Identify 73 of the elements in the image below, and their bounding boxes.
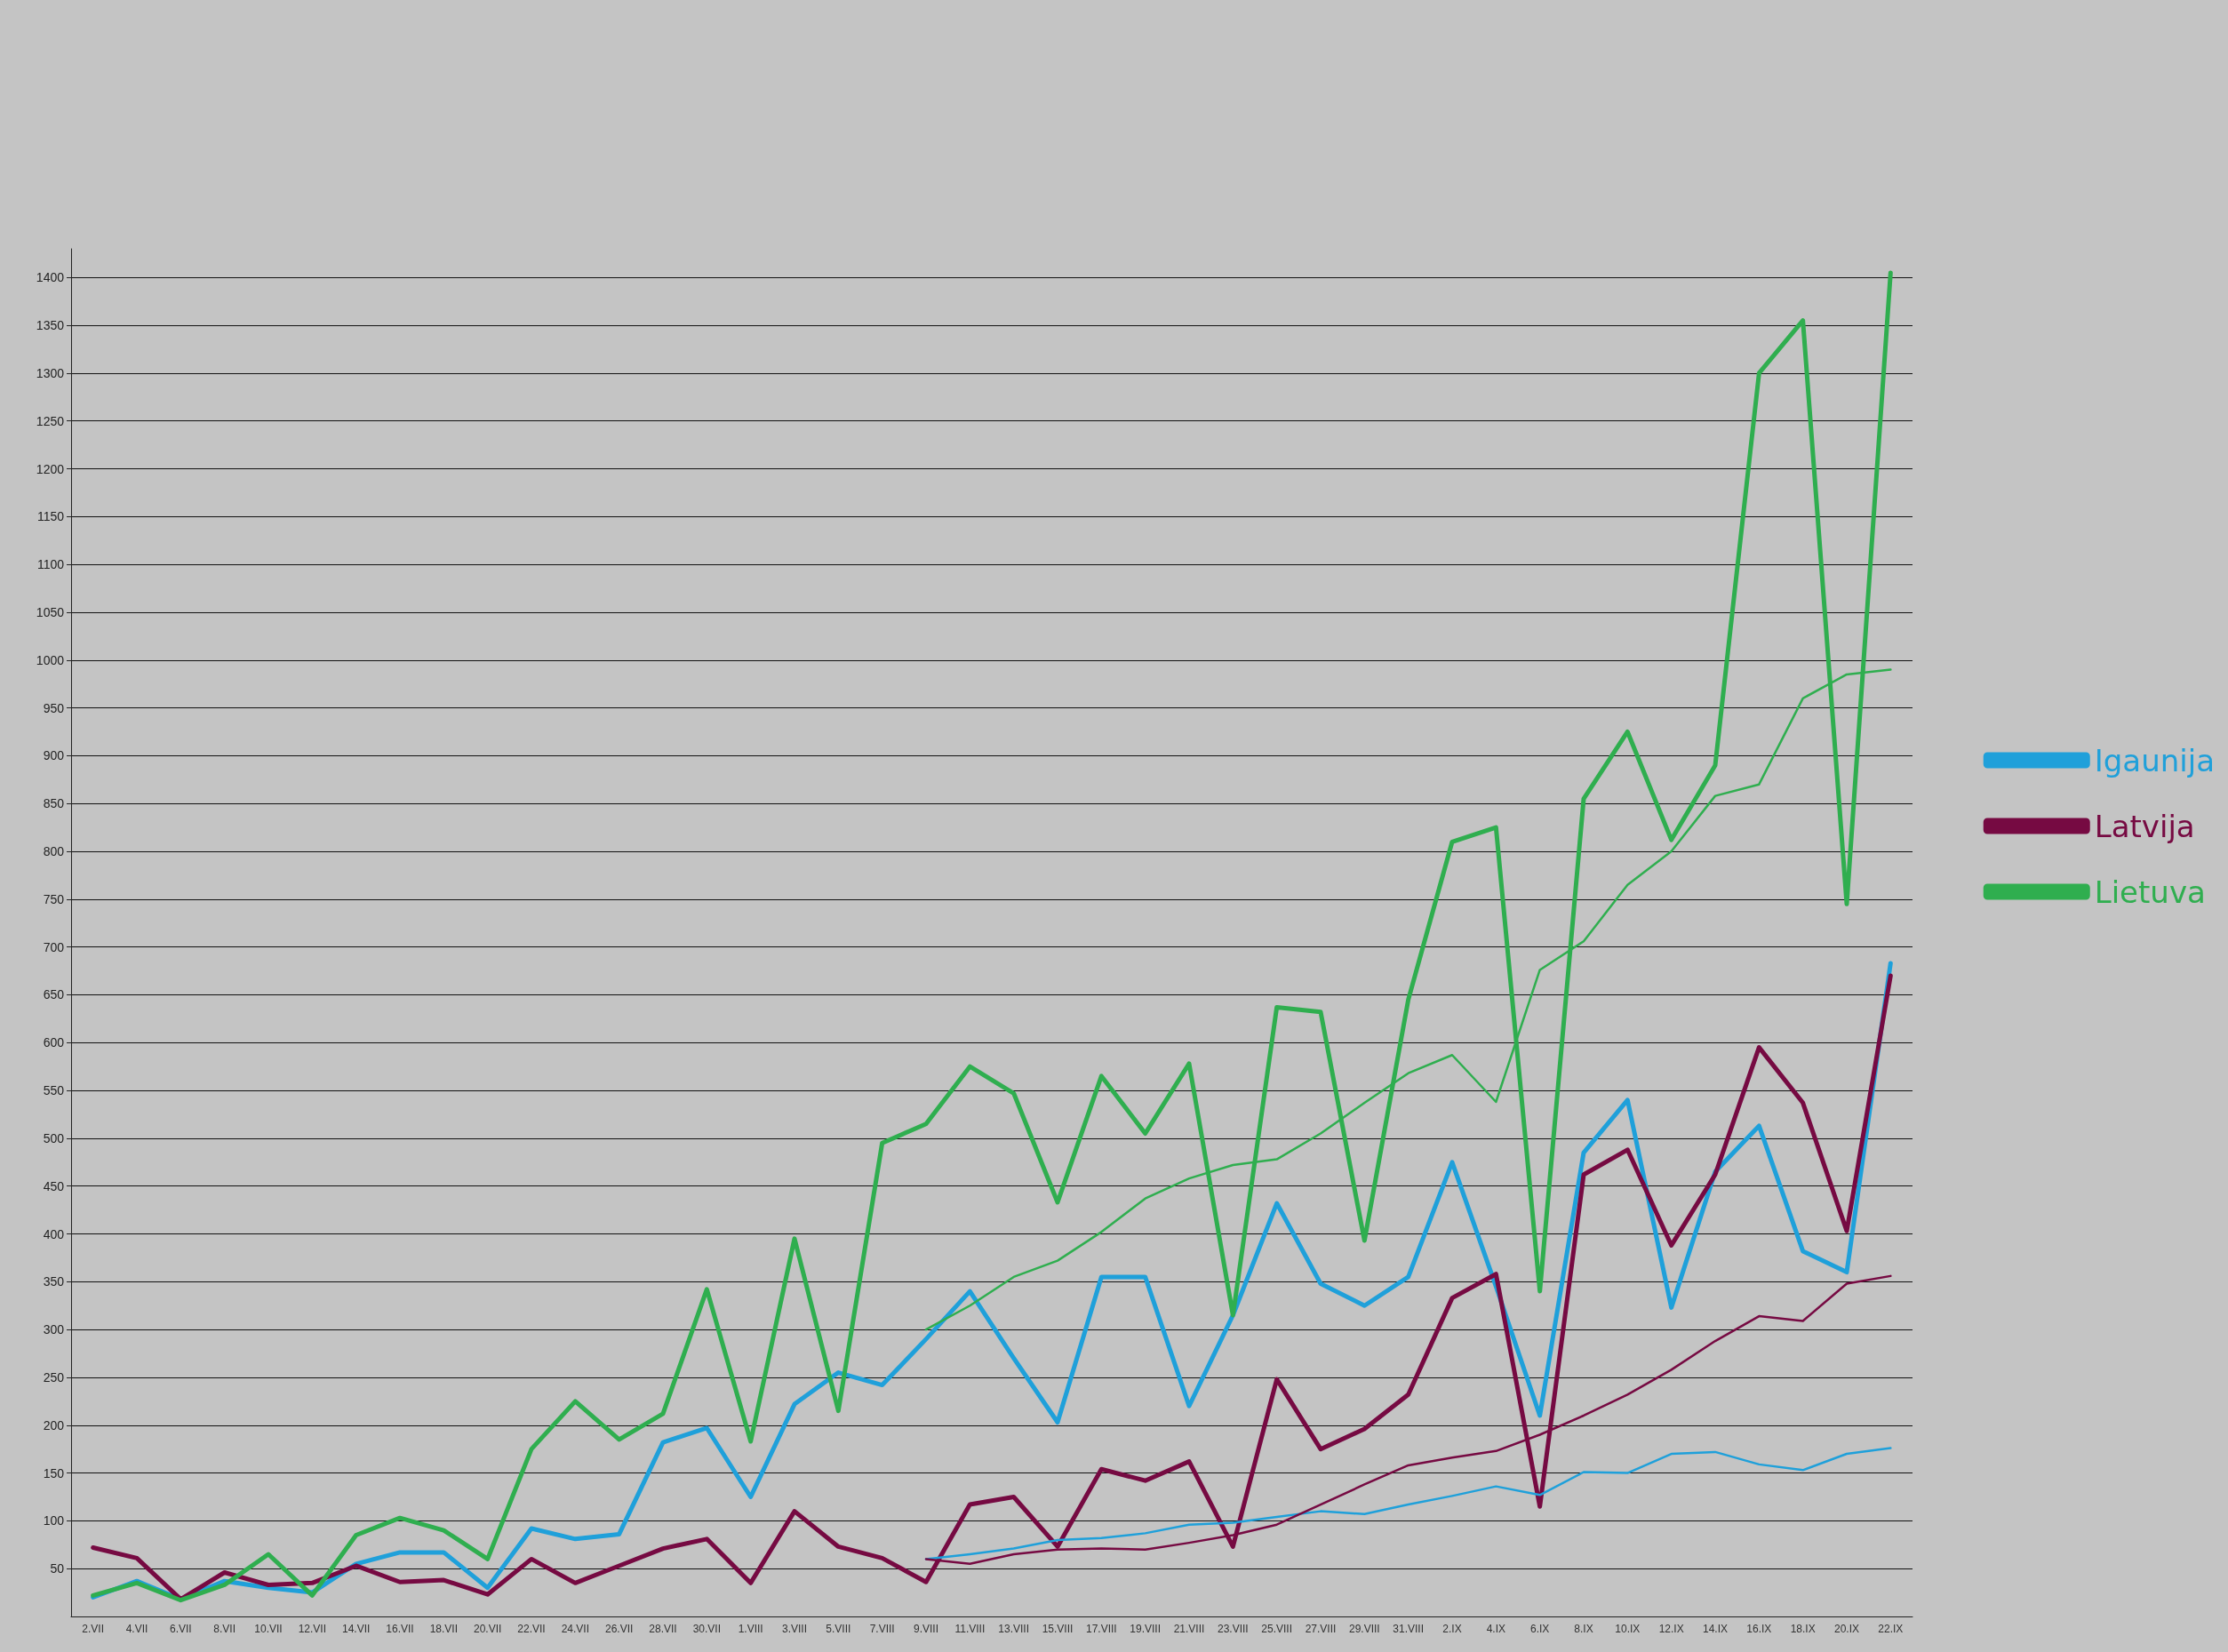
y-tick-label: 700 (43, 939, 65, 954)
x-tick-label: 8.IX (1574, 1623, 1593, 1635)
x-tick-label: 2.IX (1442, 1623, 1462, 1635)
x-tick-label: 14.IX (1702, 1623, 1729, 1635)
x-tick-label: 19.VIII (1130, 1623, 1162, 1635)
y-tick-label: 850 (43, 796, 65, 811)
x-tick-label: 20.IX (1833, 1623, 1860, 1635)
x-tick-label: 4.VII (125, 1623, 148, 1635)
y-tick-label: 150 (43, 1465, 65, 1480)
y-tick-label: 1400 (36, 270, 65, 285)
y-tick-label: 950 (43, 700, 65, 715)
y-tick-label: 200 (43, 1417, 65, 1433)
x-tick-label: 18.IX (1790, 1623, 1816, 1635)
y-tick-label: 1200 (36, 461, 65, 476)
y-tick-label: 500 (43, 1130, 65, 1145)
y-tick-label: 50 (50, 1561, 65, 1576)
x-tick-label: 30.VII (692, 1623, 722, 1635)
y-tick-label: 100 (43, 1513, 65, 1528)
x-tick-label: 4.IX (1486, 1623, 1506, 1635)
legend-label: Latvija (2094, 808, 2195, 844)
x-tick-label: 12.IX (1658, 1623, 1684, 1635)
x-tick-label: 8.VII (213, 1623, 236, 1635)
x-tick-label: 1.VIII (738, 1623, 763, 1635)
y-tick-label: 350 (43, 1274, 65, 1289)
y-tick-label: 750 (43, 891, 65, 906)
x-tick-label: 28.VII (649, 1623, 677, 1635)
x-tick-label: 23.VIII (1217, 1623, 1249, 1635)
y-tick-label: 1100 (36, 557, 65, 572)
x-tick-label: 13.VIII (998, 1623, 1030, 1635)
legend-label: Lietuva (2094, 874, 2206, 910)
y-tick-label: 300 (43, 1322, 65, 1337)
x-tick-label: 24.VII (561, 1623, 590, 1635)
x-tick-label: 5.VIII (826, 1623, 851, 1635)
y-tick-label: 650 (43, 987, 65, 1002)
x-tick-label: 16.VII (386, 1623, 414, 1635)
x-tick-label: 20.VII (473, 1623, 502, 1635)
x-tick-label: 27.VIII (1305, 1623, 1337, 1635)
x-tick-label: 6.IX (1529, 1623, 1550, 1635)
y-tick-label: 550 (43, 1083, 65, 1098)
y-tick-label: 1150 (36, 509, 65, 524)
x-tick-label: 7.VIII (869, 1623, 895, 1635)
x-tick-label: 16.IX (1746, 1623, 1772, 1635)
y-tick-label: 1350 (36, 318, 65, 333)
y-tick-label: 1050 (36, 604, 65, 619)
x-tick-label: 2.VII (82, 1623, 105, 1635)
x-tick-label: 6.VII (169, 1623, 192, 1635)
x-tick-label: 22.VII (517, 1623, 546, 1635)
y-tick-label: 1250 (36, 413, 65, 428)
x-tick-label: 3.VIII (781, 1623, 808, 1635)
y-tick-label: 450 (43, 1178, 65, 1193)
x-tick-label: 26.VII (604, 1623, 634, 1635)
x-tick-label: 9.VIII (913, 1623, 939, 1635)
y-tick-label: 1300 (36, 365, 65, 380)
x-tick-label: 10.VII (254, 1623, 283, 1635)
y-tick-label: 250 (43, 1369, 65, 1385)
x-tick-label: 10.IX (1615, 1623, 1641, 1635)
x-tick-label: 14.VII (341, 1623, 371, 1635)
x-tick-label: 15.VIII (1042, 1623, 1074, 1635)
x-tick-label: 17.VIII (1085, 1623, 1117, 1635)
y-tick-label: 1000 (36, 652, 65, 667)
x-tick-label: 29.VIII (1348, 1623, 1380, 1635)
x-tick-label: 22.IX (1878, 1623, 1904, 1635)
x-tick-label: 18.VII (429, 1623, 459, 1635)
x-tick-label: 31.VIII (1393, 1623, 1425, 1635)
y-tick-label: 800 (43, 844, 65, 859)
x-tick-label: 25.VIII (1261, 1623, 1293, 1635)
legend-label: Igaunija (2094, 742, 2216, 778)
y-tick-label: 600 (43, 1035, 65, 1050)
x-tick-label: 11.VIII (954, 1623, 986, 1635)
y-tick-label: 400 (43, 1226, 65, 1241)
y-tick-label: 900 (43, 748, 65, 763)
x-tick-label: 12.VII (298, 1623, 327, 1635)
x-tick-label: 21.VIII (1173, 1623, 1205, 1635)
